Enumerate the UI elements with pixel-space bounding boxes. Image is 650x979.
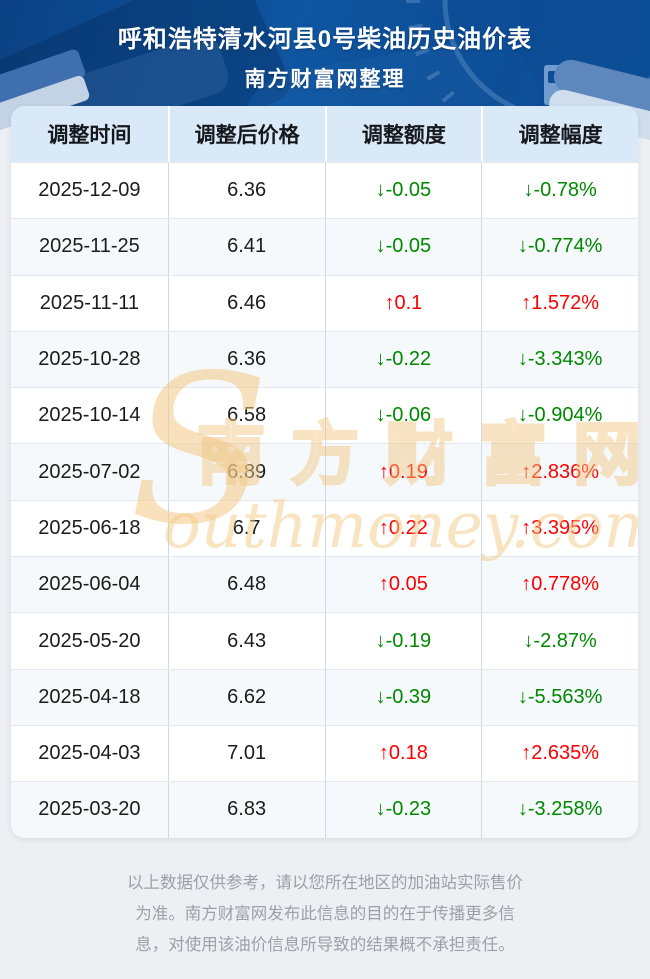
cell-price: 6.36 — [167, 163, 325, 219]
cell-date: 2025-11-11 — [39, 291, 140, 314]
cell-change: ↓-0.39 — [324, 669, 482, 725]
cell-rate: ↑2.836% — [481, 444, 638, 500]
cell-rate: ↓-0.78% — [481, 163, 638, 219]
cell-price: 6.46 — [167, 275, 325, 331]
page-title: 呼和浩特清水河县0号柴油历史油价表 — [117, 26, 533, 53]
cell-change: ↓-0.22 — [324, 331, 482, 388]
cell-change: ↑0.05 — [324, 557, 482, 613]
column-header-adjust-rate: 调整幅度 — [481, 106, 638, 162]
table-row: 2025-10-28 6.36 ↓-0.22 ↓-3.343% — [11, 330, 638, 388]
cell-rate: ↓-3.258% — [481, 782, 638, 838]
cell-rate: ↓-0.774% — [481, 219, 638, 275]
table-row: 2025-10-14 6.58 ↓-0.06 ↓-0.904% — [11, 387, 638, 444]
table-row: 2025-03-20 6.83 ↓-0.23 ↓-3.258% — [11, 781, 638, 838]
cell-price: 6.36 — [167, 331, 325, 388]
cell-rate: ↓-5.563% — [481, 669, 638, 725]
cell-price: 7.01 — [167, 725, 325, 782]
table-row: 2025-07-02 6.89 ↑0.19 ↑2.836% — [11, 443, 638, 500]
table-row: 2025-06-04 6.48 ↑0.05 ↑0.778% — [11, 556, 638, 613]
cell-price: 6.62 — [167, 669, 325, 725]
table-row: 2025-11-25 6.41 ↓-0.05 ↓-0.774% — [11, 218, 638, 275]
cell-date: 2025-04-03 — [38, 742, 141, 765]
column-header-adjust-amount: 调整额度 — [324, 106, 482, 162]
cell-change: ↑0.19 — [324, 444, 482, 500]
cell-price: 6.41 — [167, 219, 325, 275]
cell-change: ↑0.18 — [324, 725, 482, 782]
table-header-row: 调整时间 调整后价格 调整额度 调整幅度 — [11, 106, 638, 162]
cell-date: 2025-03-20 — [38, 798, 141, 821]
cell-price: 6.58 — [167, 388, 325, 444]
cell-rate: ↑3.395% — [481, 500, 638, 557]
cell-rate: ↓-0.904% — [481, 388, 638, 444]
table-row: 2025-06-18 6.7 ↑0.22 ↑3.395% — [11, 499, 638, 557]
cell-rate: ↑2.635% — [481, 725, 638, 782]
cell-price: 6.48 — [167, 557, 325, 613]
cell-price: 6.83 — [167, 782, 325, 838]
table-body: 2025-12-09 6.36 ↓-0.05 ↓-0.78% 2025-11-25 6.4… — [11, 162, 638, 838]
cell-rate: ↑0.778% — [481, 557, 638, 613]
table-row: 2025-12-09 6.36 ↓-0.05 ↓-0.78% — [11, 162, 638, 219]
column-header-adjust-time: 调整时间 — [47, 124, 132, 147]
cell-price: 6.43 — [167, 613, 325, 669]
cell-date: 2025-10-14 — [38, 404, 141, 427]
cell-date: 2025-06-18 — [38, 516, 141, 539]
cell-date: 2025-11-25 — [38, 235, 140, 258]
cell-rate: ↑1.572% — [481, 275, 638, 331]
table-row: 2025-04-18 6.62 ↓-0.39 ↓-5.563% — [11, 668, 638, 725]
cell-date: 2025-06-04 — [38, 573, 141, 596]
cell-change: ↓-0.23 — [324, 782, 482, 838]
cell-change: ↑0.1 — [324, 275, 482, 331]
cell-price: 6.7 — [167, 500, 325, 557]
cell-date: 2025-04-18 — [38, 685, 141, 708]
page-subtitle: 南方财富网整理 — [244, 68, 406, 91]
cell-rate: ↓-3.343% — [481, 331, 638, 388]
cell-date: 2025-12-09 — [38, 179, 141, 202]
cell-date: 2025-07-02 — [38, 460, 141, 483]
banner-titles: 呼和浩特清水河县0号柴油历史油价表 南方财富网整理 — [0, 0, 650, 110]
cell-rate: ↓-2.87% — [481, 613, 638, 669]
table-row: 2025-05-20 6.43 ↓-0.19 ↓-2.87% — [11, 612, 638, 669]
cell-change: ↓-0.05 — [324, 163, 482, 219]
cell-change: ↓-0.06 — [324, 388, 482, 444]
cell-change: ↓-0.05 — [324, 219, 482, 275]
cell-change: ↑0.22 — [324, 500, 482, 557]
header-banner: 呼和浩特清水河县0号柴油历史油价表 南方财富网整理 — [0, 0, 650, 200]
cell-price: 6.89 — [167, 444, 325, 500]
table-row: 2025-04-03 7.01 ↑0.18 ↑2.635% — [11, 724, 638, 782]
price-history-table: 调整时间 调整后价格 调整额度 调整幅度 2025-12-09 6.36 ↓-0.0… — [11, 106, 638, 838]
cell-date: 2025-05-20 — [38, 629, 141, 652]
disclaimer-text: 以上数据仅供参考，请以您所在地区的加油站实际售价 为准。南方财富网发布此信息的目… — [127, 873, 523, 954]
column-header-adjusted-price: 调整后价格 — [167, 106, 325, 162]
cell-change: ↓-0.19 — [324, 613, 482, 669]
cell-date: 2025-10-28 — [38, 348, 141, 371]
table-row: 2025-11-11 6.46 ↑0.1 ↑1.572% — [11, 274, 638, 331]
